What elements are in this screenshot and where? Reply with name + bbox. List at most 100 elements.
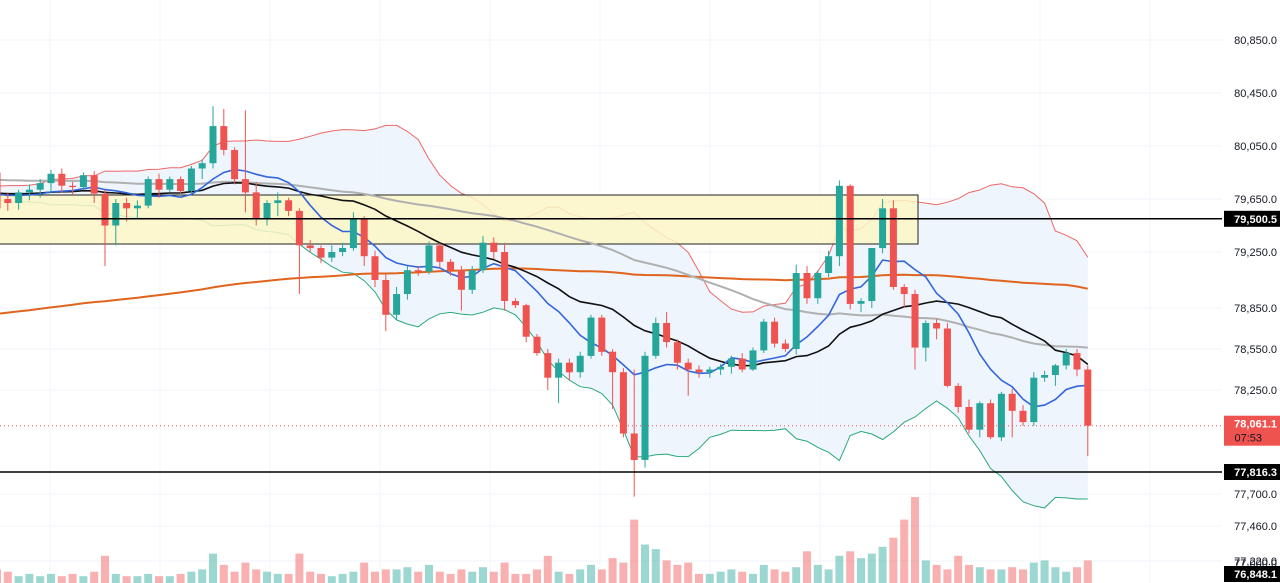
volume-bar bbox=[165, 576, 174, 583]
volume-bar bbox=[975, 567, 984, 583]
price-tick-label: 77,460.0 bbox=[1234, 521, 1277, 533]
volume-bar bbox=[921, 560, 930, 583]
volume-bar bbox=[641, 544, 649, 583]
volume-bar bbox=[673, 564, 682, 583]
volume-bar bbox=[241, 562, 250, 583]
volume-bar bbox=[0, 569, 1, 583]
volume-bar bbox=[425, 564, 433, 583]
volume-bar bbox=[295, 553, 304, 583]
price-tick-label: 78,850.0 bbox=[1234, 303, 1277, 315]
volume-bar bbox=[1073, 567, 1081, 583]
candle-body bbox=[738, 358, 746, 370]
candle-body bbox=[328, 252, 336, 258]
candle-body bbox=[997, 393, 1005, 438]
volume-bar bbox=[144, 573, 153, 583]
candle-body bbox=[360, 218, 368, 257]
candle-body bbox=[987, 403, 995, 438]
volume-bar bbox=[1029, 562, 1038, 583]
candle-body bbox=[619, 372, 627, 434]
volume-bar bbox=[943, 569, 952, 583]
candle-body bbox=[911, 294, 919, 348]
volume-bar bbox=[911, 497, 919, 583]
volume-bar bbox=[759, 564, 768, 583]
volume-bar bbox=[738, 571, 747, 583]
volume-bar bbox=[500, 562, 509, 583]
volume-bar bbox=[597, 569, 606, 583]
candle-body bbox=[371, 256, 379, 280]
candle-body bbox=[673, 342, 681, 363]
volume-bar bbox=[1040, 560, 1049, 583]
candle-body bbox=[198, 163, 206, 169]
candle-body bbox=[933, 323, 941, 329]
volume-bar bbox=[187, 571, 196, 583]
bollinger-fill bbox=[0, 125, 1088, 508]
candle-body bbox=[879, 208, 887, 249]
volume-bar bbox=[3, 571, 12, 583]
volume-bar bbox=[813, 564, 822, 583]
price-axis[interactable]: 80,850.0 80,450.0 80,050.0 79,650.0 79,250.0… bbox=[1222, 0, 1280, 583]
candle-body bbox=[652, 323, 660, 356]
volume-bar bbox=[435, 571, 444, 583]
price-tick-label: 80,450.0 bbox=[1234, 88, 1277, 100]
volume-bar bbox=[997, 569, 1006, 583]
candle-body bbox=[587, 317, 595, 356]
candle-body bbox=[609, 351, 617, 373]
candle-body bbox=[414, 270, 422, 272]
volume-bar bbox=[543, 555, 552, 583]
candle-body bbox=[177, 179, 185, 191]
volume-bar bbox=[57, 576, 66, 583]
volume-bar bbox=[835, 555, 844, 583]
volume-bar bbox=[101, 555, 109, 583]
candle-body bbox=[684, 362, 692, 370]
volume-bar bbox=[47, 573, 55, 583]
volume-bar bbox=[25, 573, 34, 583]
candle-body bbox=[69, 185, 77, 188]
candle-body bbox=[47, 173, 55, 184]
candle-body bbox=[965, 407, 973, 430]
volume-bar bbox=[533, 569, 541, 583]
volume-bar bbox=[608, 558, 617, 583]
candle-body bbox=[544, 353, 552, 378]
candle-body bbox=[803, 273, 811, 299]
volume-bar bbox=[630, 519, 639, 583]
candle-body bbox=[835, 185, 843, 257]
volume-bar bbox=[781, 571, 790, 583]
candle-body bbox=[252, 192, 260, 219]
volume-tag bbox=[1224, 566, 1280, 582]
candle-body bbox=[231, 150, 239, 180]
candle-body bbox=[209, 126, 217, 164]
volume-bar bbox=[403, 567, 412, 583]
volume-bar bbox=[1051, 567, 1060, 583]
candle-body bbox=[339, 248, 347, 252]
volume-bar bbox=[954, 555, 963, 583]
volume-bar bbox=[695, 573, 703, 583]
volume-bar bbox=[479, 567, 487, 583]
candle-body bbox=[436, 245, 444, 262]
volume-bar bbox=[651, 549, 660, 583]
candle-body bbox=[295, 210, 303, 246]
candle-body bbox=[825, 256, 833, 273]
candle-body bbox=[58, 173, 66, 186]
candle-body bbox=[565, 362, 573, 373]
price-tick-label: 79,250.0 bbox=[1234, 247, 1277, 259]
volume-bar bbox=[846, 551, 855, 583]
price-tick-label: 78,250.0 bbox=[1234, 385, 1277, 397]
candle-body bbox=[25, 189, 33, 193]
candle-body bbox=[1084, 369, 1092, 426]
candle-body bbox=[781, 343, 789, 349]
candle-body bbox=[846, 185, 854, 304]
candle-body bbox=[943, 328, 951, 386]
resistance-tag bbox=[1224, 210, 1280, 227]
candle-body bbox=[771, 321, 779, 344]
candle-body bbox=[760, 321, 768, 351]
candle-body bbox=[598, 317, 606, 352]
candle-body bbox=[166, 179, 174, 190]
volume-bar bbox=[371, 571, 379, 583]
price-tick-label: 77,220.0 bbox=[1234, 556, 1277, 568]
volume-bar bbox=[867, 553, 876, 583]
volume-bar bbox=[932, 564, 941, 583]
volume-bar bbox=[381, 569, 390, 583]
price-tick-label: 77,700.0 bbox=[1234, 489, 1277, 501]
volume-bar bbox=[1083, 560, 1092, 583]
